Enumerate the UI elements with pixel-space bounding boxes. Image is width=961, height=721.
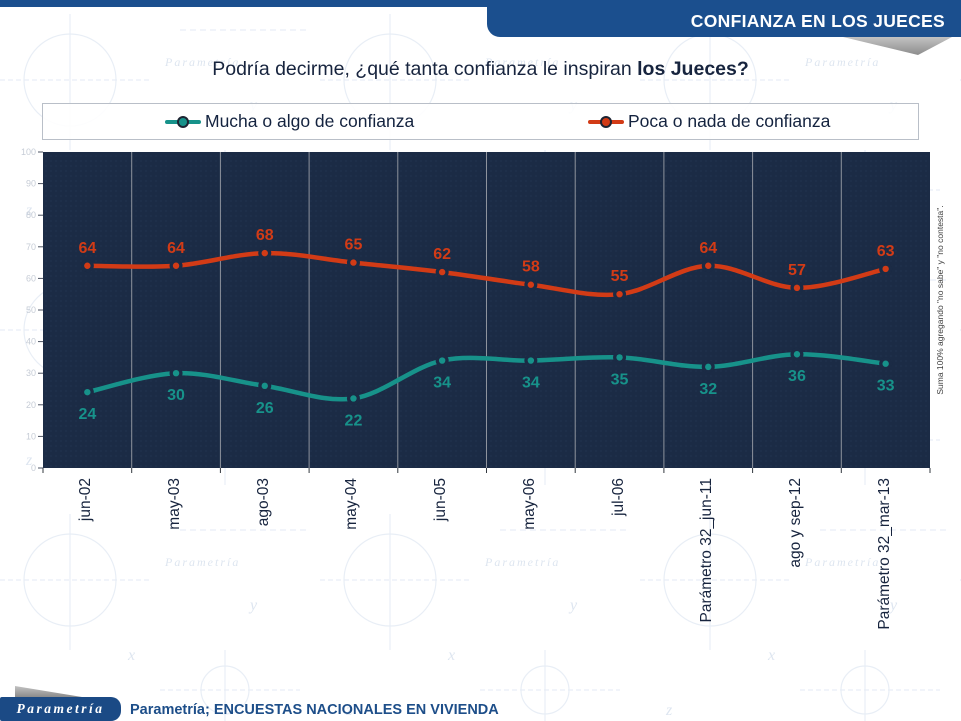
data-value-label: 62 <box>433 246 451 263</box>
legend-label: Mucha o algo de confianza <box>205 111 415 131</box>
data-value-label: 55 <box>611 268 629 285</box>
chart-legend: Mucha o algo de confianza Poca o nada de … <box>42 103 919 140</box>
legend-line-dot-icon <box>165 115 201 128</box>
y-tick-label: 70 <box>26 242 36 252</box>
data-point-marker <box>705 363 712 371</box>
x-axis-label: may-06 <box>520 478 538 530</box>
data-point-marker <box>438 357 446 364</box>
parametria-logo-text: Parametría <box>16 701 105 716</box>
footer-caption: Parametría; ENCUESTAS NACIONALES EN VIVI… <box>130 702 499 718</box>
data-value-label: 68 <box>256 227 274 244</box>
x-axis-label: jun-02 <box>77 478 95 522</box>
legend-entry: Mucha o algo de confianza <box>165 104 414 139</box>
data-value-label: 32 <box>699 381 717 398</box>
y-tick-label: 100 <box>21 147 36 157</box>
data-point-marker <box>527 357 535 364</box>
legend-entry: Poca o nada de confianza <box>588 104 830 139</box>
data-point-marker <box>793 284 801 292</box>
data-point-marker <box>616 354 623 361</box>
data-value-label: 24 <box>78 406 96 423</box>
data-point-marker <box>527 281 535 288</box>
side-note: Suma 100% agregando "no sabe" y "no cont… <box>935 205 945 395</box>
data-value-label: 30 <box>167 387 185 404</box>
data-point-marker <box>616 291 623 298</box>
data-point-marker <box>882 265 889 273</box>
question-prefix: Podría decirme, ¿qué tanta confianza le … <box>212 58 638 80</box>
data-value-label: 64 <box>699 240 717 257</box>
x-axis-label: ago-03 <box>254 478 272 527</box>
data-point-marker <box>84 262 91 269</box>
y-tick-label: 30 <box>26 368 36 378</box>
data-value-label: 34 <box>522 375 540 392</box>
chart-question-title: Podría decirme, ¿qué tanta confianza le … <box>0 58 961 81</box>
x-axis-label: ago y sep-12 <box>786 478 804 568</box>
data-value-label: 65 <box>345 237 363 254</box>
x-axis-label: jul-06 <box>609 478 627 516</box>
data-point-marker <box>882 360 889 367</box>
data-point-marker <box>438 268 446 276</box>
x-axis-label: may-03 <box>166 478 184 530</box>
data-point-marker <box>261 382 268 390</box>
x-axis-label: Parámetro 32_jun-11 <box>698 478 716 623</box>
y-tick-label: 60 <box>26 273 36 283</box>
y-tick-label: 10 <box>26 431 36 441</box>
header-tab: CONFIANZA EN LOS JUECES <box>487 5 961 37</box>
data-point-marker <box>84 388 91 396</box>
legend-label: Poca o nada de confianza <box>628 111 831 131</box>
data-value-label: 57 <box>788 262 806 279</box>
question-bold: los Jueces? <box>637 58 749 80</box>
data-value-label: 64 <box>78 240 96 257</box>
data-point-marker <box>350 395 357 402</box>
data-point-marker <box>705 262 712 269</box>
x-axis-label: Parámetro 32_mar-13 <box>875 478 893 630</box>
parametria-logo: Parametría <box>0 697 121 721</box>
header-title: CONFIANZA EN LOS JUECES <box>690 10 945 31</box>
y-tick-label: 40 <box>26 337 36 347</box>
x-axis-label: jun-05 <box>432 478 450 522</box>
data-point-marker <box>261 249 268 257</box>
data-point-marker <box>350 259 357 266</box>
data-value-label: 36 <box>788 368 806 385</box>
data-point-marker <box>793 351 801 358</box>
y-tick-label: 20 <box>26 400 36 410</box>
data-value-label: 64 <box>167 240 185 257</box>
y-tick-label: 90 <box>26 179 36 189</box>
data-value-label: 34 <box>433 375 451 392</box>
y-tick-label: 50 <box>26 305 36 315</box>
legend-line-dot-icon <box>588 115 624 128</box>
y-tick-label: 0 <box>31 463 36 473</box>
x-axis-label: may-04 <box>343 478 361 530</box>
data-point-marker <box>172 262 180 269</box>
series-line <box>85 250 888 298</box>
y-tick-label: 80 <box>26 210 36 220</box>
data-value-label: 33 <box>877 378 895 395</box>
data-value-label: 26 <box>256 400 274 417</box>
data-point-marker <box>172 370 180 377</box>
series-line <box>85 351 888 402</box>
data-value-label: 58 <box>522 259 540 276</box>
data-value-label: 63 <box>877 243 895 260</box>
data-value-label: 35 <box>611 371 629 388</box>
data-value-label: 22 <box>345 412 363 429</box>
top-accent-bar <box>0 0 961 7</box>
